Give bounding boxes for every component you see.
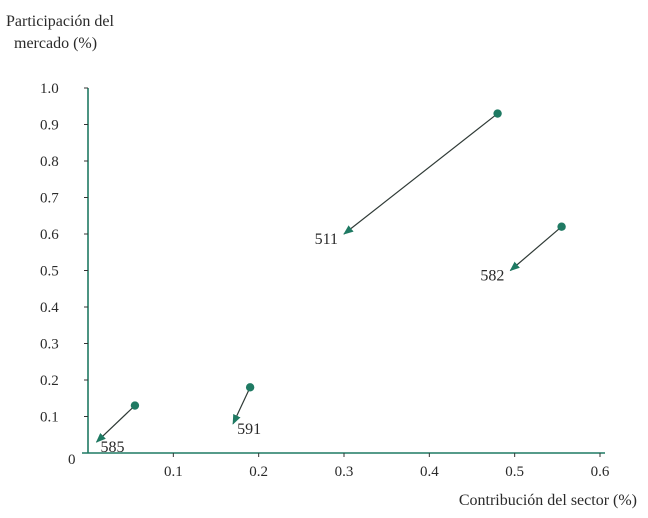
y-tick-group: 0.1 0.2 0.3 0.4 0.5 0.6 0.7 0.8 0.9 1.0 [40,81,88,426]
data-point-585 [130,401,140,410]
shift-arrow-591 [232,387,251,425]
point-label-511: 511 [315,231,338,248]
shift-arrow-511 [343,113,498,235]
y-tick-label: 0.2 [40,373,59,389]
x-tick-label: 0.2 [249,464,268,480]
y-tick-label: 0.1 [40,410,59,426]
y-tick-label: 0.3 [40,337,59,353]
shift-arrow-585 [95,405,136,443]
y-axis-title-line-2: mercado (%) [14,35,97,52]
data-point-511 [493,109,502,118]
shift-arrow-582 [509,226,562,272]
x-tick-group: 0.1 0.2 0.3 0.4 0.5 0.6 [164,453,610,480]
y-tick-label: 1.0 [40,81,59,97]
point-label-591: 591 [237,421,261,438]
y-axis-title-line-1: Participación del [6,13,115,30]
x-tick-label: 0.1 [164,464,183,480]
x-tick-label: 0.5 [505,464,524,480]
origin-label: 0 [68,452,76,468]
x-tick-label: 0.3 [335,464,354,480]
point-label-582: 582 [480,268,504,285]
data-point-591 [245,383,255,392]
y-tick-label: 0.8 [40,154,59,170]
y-tick-label: 0.5 [40,264,59,280]
x-tick-label: 0.6 [591,464,610,480]
y-tick-label: 0.7 [40,191,59,207]
y-tick-label: 0.9 [40,118,59,134]
y-tick-label: 0.6 [40,227,59,243]
x-axis-title: Contribución del sector (%) [459,492,637,509]
y-tick-label: 0.4 [40,300,59,316]
point-group: 511 582 591 585 [95,109,566,456]
data-point-582 [557,222,566,231]
point-label-585: 585 [101,439,125,456]
x-tick-label: 0.4 [420,464,439,480]
